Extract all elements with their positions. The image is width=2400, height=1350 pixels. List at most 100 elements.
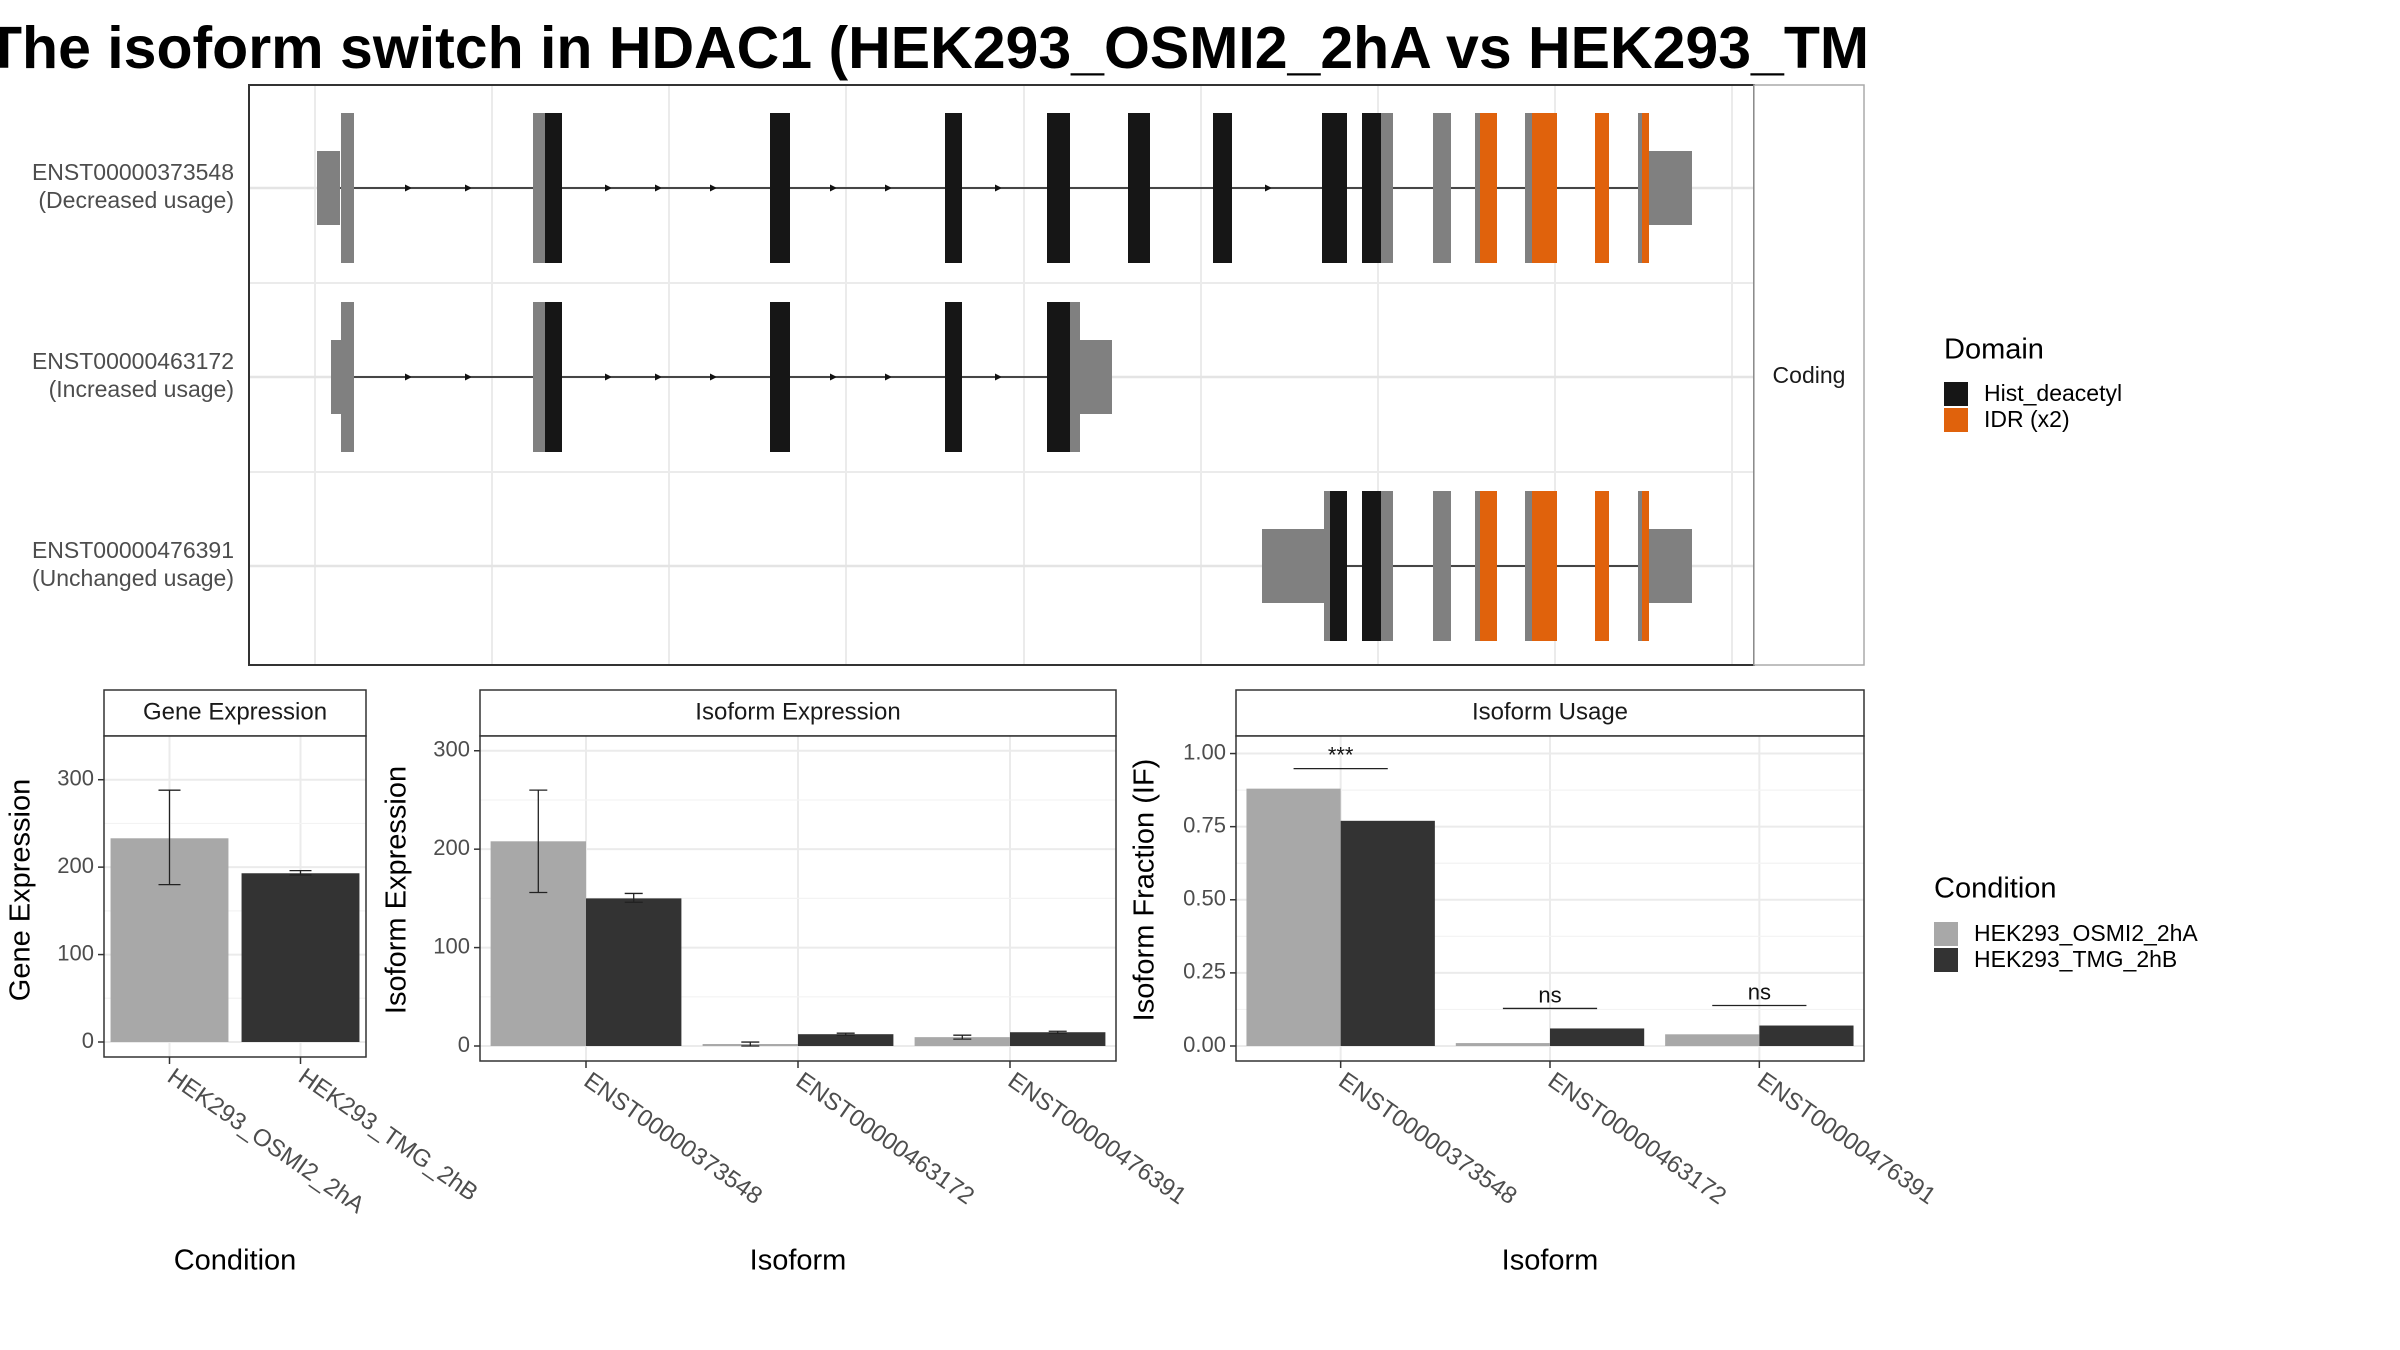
chart-x-axis-title: Condition: [174, 1245, 297, 1277]
exon-block: [1433, 113, 1451, 263]
chart-y-axis-title: Isoform Fraction (IF): [1129, 759, 1161, 1022]
exon-block: [1638, 491, 1642, 641]
bar: [1010, 1032, 1106, 1046]
chart-ytick-label: 0.25: [1183, 959, 1226, 984]
exon-block: [770, 302, 790, 452]
intron-arrow: [465, 373, 472, 381]
chart-ytick-label: 0: [458, 1032, 470, 1057]
intron-arrow: [1265, 184, 1272, 192]
exon-block: [1532, 491, 1557, 641]
chart-y-axis-title: Isoform Expression: [381, 766, 413, 1014]
intron-arrow: [405, 373, 412, 381]
structure-panel-bg: [249, 85, 1754, 665]
exon-block: [1047, 302, 1070, 452]
exon-block: [1362, 113, 1381, 263]
exon-block: [1649, 529, 1692, 603]
chart-y-axis-title: Gene Expression: [5, 779, 37, 1001]
legend-condition-label: HEK293_OSMI2_2hA: [1974, 920, 2198, 946]
intron-arrow: [710, 184, 717, 192]
intron-arrow: [655, 184, 662, 192]
exon-block: [533, 302, 545, 452]
isoform-usage-label: (Decreased usage): [38, 187, 234, 213]
chart-xtick-label: ENST00000373548: [1334, 1067, 1522, 1210]
exon-block: [1330, 491, 1347, 641]
intron-arrow: [995, 373, 1002, 381]
exon-block: [1128, 113, 1150, 263]
legend-domain-label: Hist_deacetyl: [1984, 380, 2122, 406]
exon-block: [1381, 113, 1393, 263]
chart-xtick-label: ENST00000463172: [791, 1067, 979, 1210]
exon-block: [1642, 491, 1649, 641]
exon-block: [1480, 491, 1497, 641]
chart-x-axis-title: Isoform: [750, 1245, 847, 1277]
significance-label: ns: [1538, 982, 1561, 1007]
exon-block: [1525, 491, 1532, 641]
bar: [1340, 820, 1435, 1046]
intron-arrow: [830, 184, 837, 192]
exon-block: [1649, 151, 1692, 225]
exon-block: [1525, 113, 1532, 263]
exon-block: [945, 113, 962, 263]
chart-xtick-label: ENST00000476391: [1003, 1067, 1191, 1210]
exon-block: [1638, 113, 1642, 263]
exon-block: [533, 113, 545, 263]
exon-block: [1213, 113, 1232, 263]
strip-label-coding: Coding: [1773, 362, 1846, 388]
exon-block: [341, 113, 354, 263]
exon-block: [1262, 529, 1324, 603]
isoform-usage-label: (Unchanged usage): [32, 565, 234, 591]
exon-block: [1381, 491, 1393, 641]
chart-ytick-label: 100: [57, 940, 94, 965]
exon-block: [1322, 113, 1347, 263]
bar: [1550, 1028, 1645, 1046]
intron-arrow: [995, 184, 1002, 192]
exon-block: [545, 113, 562, 263]
chart-ytick-label: 0.75: [1183, 812, 1226, 837]
exon-block: [1642, 113, 1649, 263]
legend-domain-label: IDR (x2): [1984, 406, 2070, 432]
chart-ytick-label: 0.50: [1183, 886, 1226, 911]
chart-ytick-label: 200: [433, 835, 470, 860]
exon-block: [341, 302, 354, 452]
isoform-usage-label: (Increased usage): [49, 376, 234, 402]
chart-ytick-label: 200: [57, 853, 94, 878]
exon-block: [1433, 491, 1451, 641]
bar: [1759, 1025, 1854, 1046]
legend-condition-key: [1934, 948, 1958, 972]
exon-block: [770, 113, 790, 263]
legend-domain-key: [1944, 408, 1968, 432]
chart-strip-title: Gene Expression: [143, 698, 327, 725]
exon-block: [1475, 491, 1480, 641]
exon-block: [1532, 113, 1557, 263]
exon-block: [1362, 491, 1381, 641]
chart-xtick-label: ENST00000476391: [1752, 1067, 1940, 1210]
bar: [1455, 1043, 1550, 1046]
intron-arrow: [830, 373, 837, 381]
isoform-label: ENST00000463172: [32, 348, 234, 374]
plot-title: The isoform switch in HDAC1 (HEK293_OSMI…: [0, 15, 1866, 81]
intron-arrow: [655, 373, 662, 381]
exon-block: [331, 340, 343, 414]
exon-block: [1475, 113, 1480, 263]
bar: [241, 873, 360, 1042]
chart-ytick-label: 0.00: [1183, 1032, 1226, 1057]
intron-arrow: [465, 184, 472, 192]
significance-label: ns: [1748, 979, 1771, 1004]
significance-label: ***: [1328, 742, 1354, 767]
exon-block: [1324, 491, 1330, 641]
chart-ytick-label: 100: [433, 933, 470, 958]
exon-block: [1070, 302, 1080, 452]
bar: [586, 898, 682, 1046]
exon-block: [545, 302, 562, 452]
intron-arrow: [405, 184, 412, 192]
intron-arrow: [605, 184, 612, 192]
isoform-label: ENST00000476391: [32, 537, 234, 563]
legend-domain-key: [1944, 382, 1968, 406]
bar: [1665, 1034, 1760, 1046]
intron-arrow: [885, 184, 892, 192]
chart-xtick-label: ENST00000373548: [579, 1067, 767, 1210]
isoform-label: ENST00000373548: [32, 159, 234, 185]
chart-ytick-label: 0: [82, 1028, 94, 1053]
legend-domain-title: Domain: [1944, 334, 2044, 366]
